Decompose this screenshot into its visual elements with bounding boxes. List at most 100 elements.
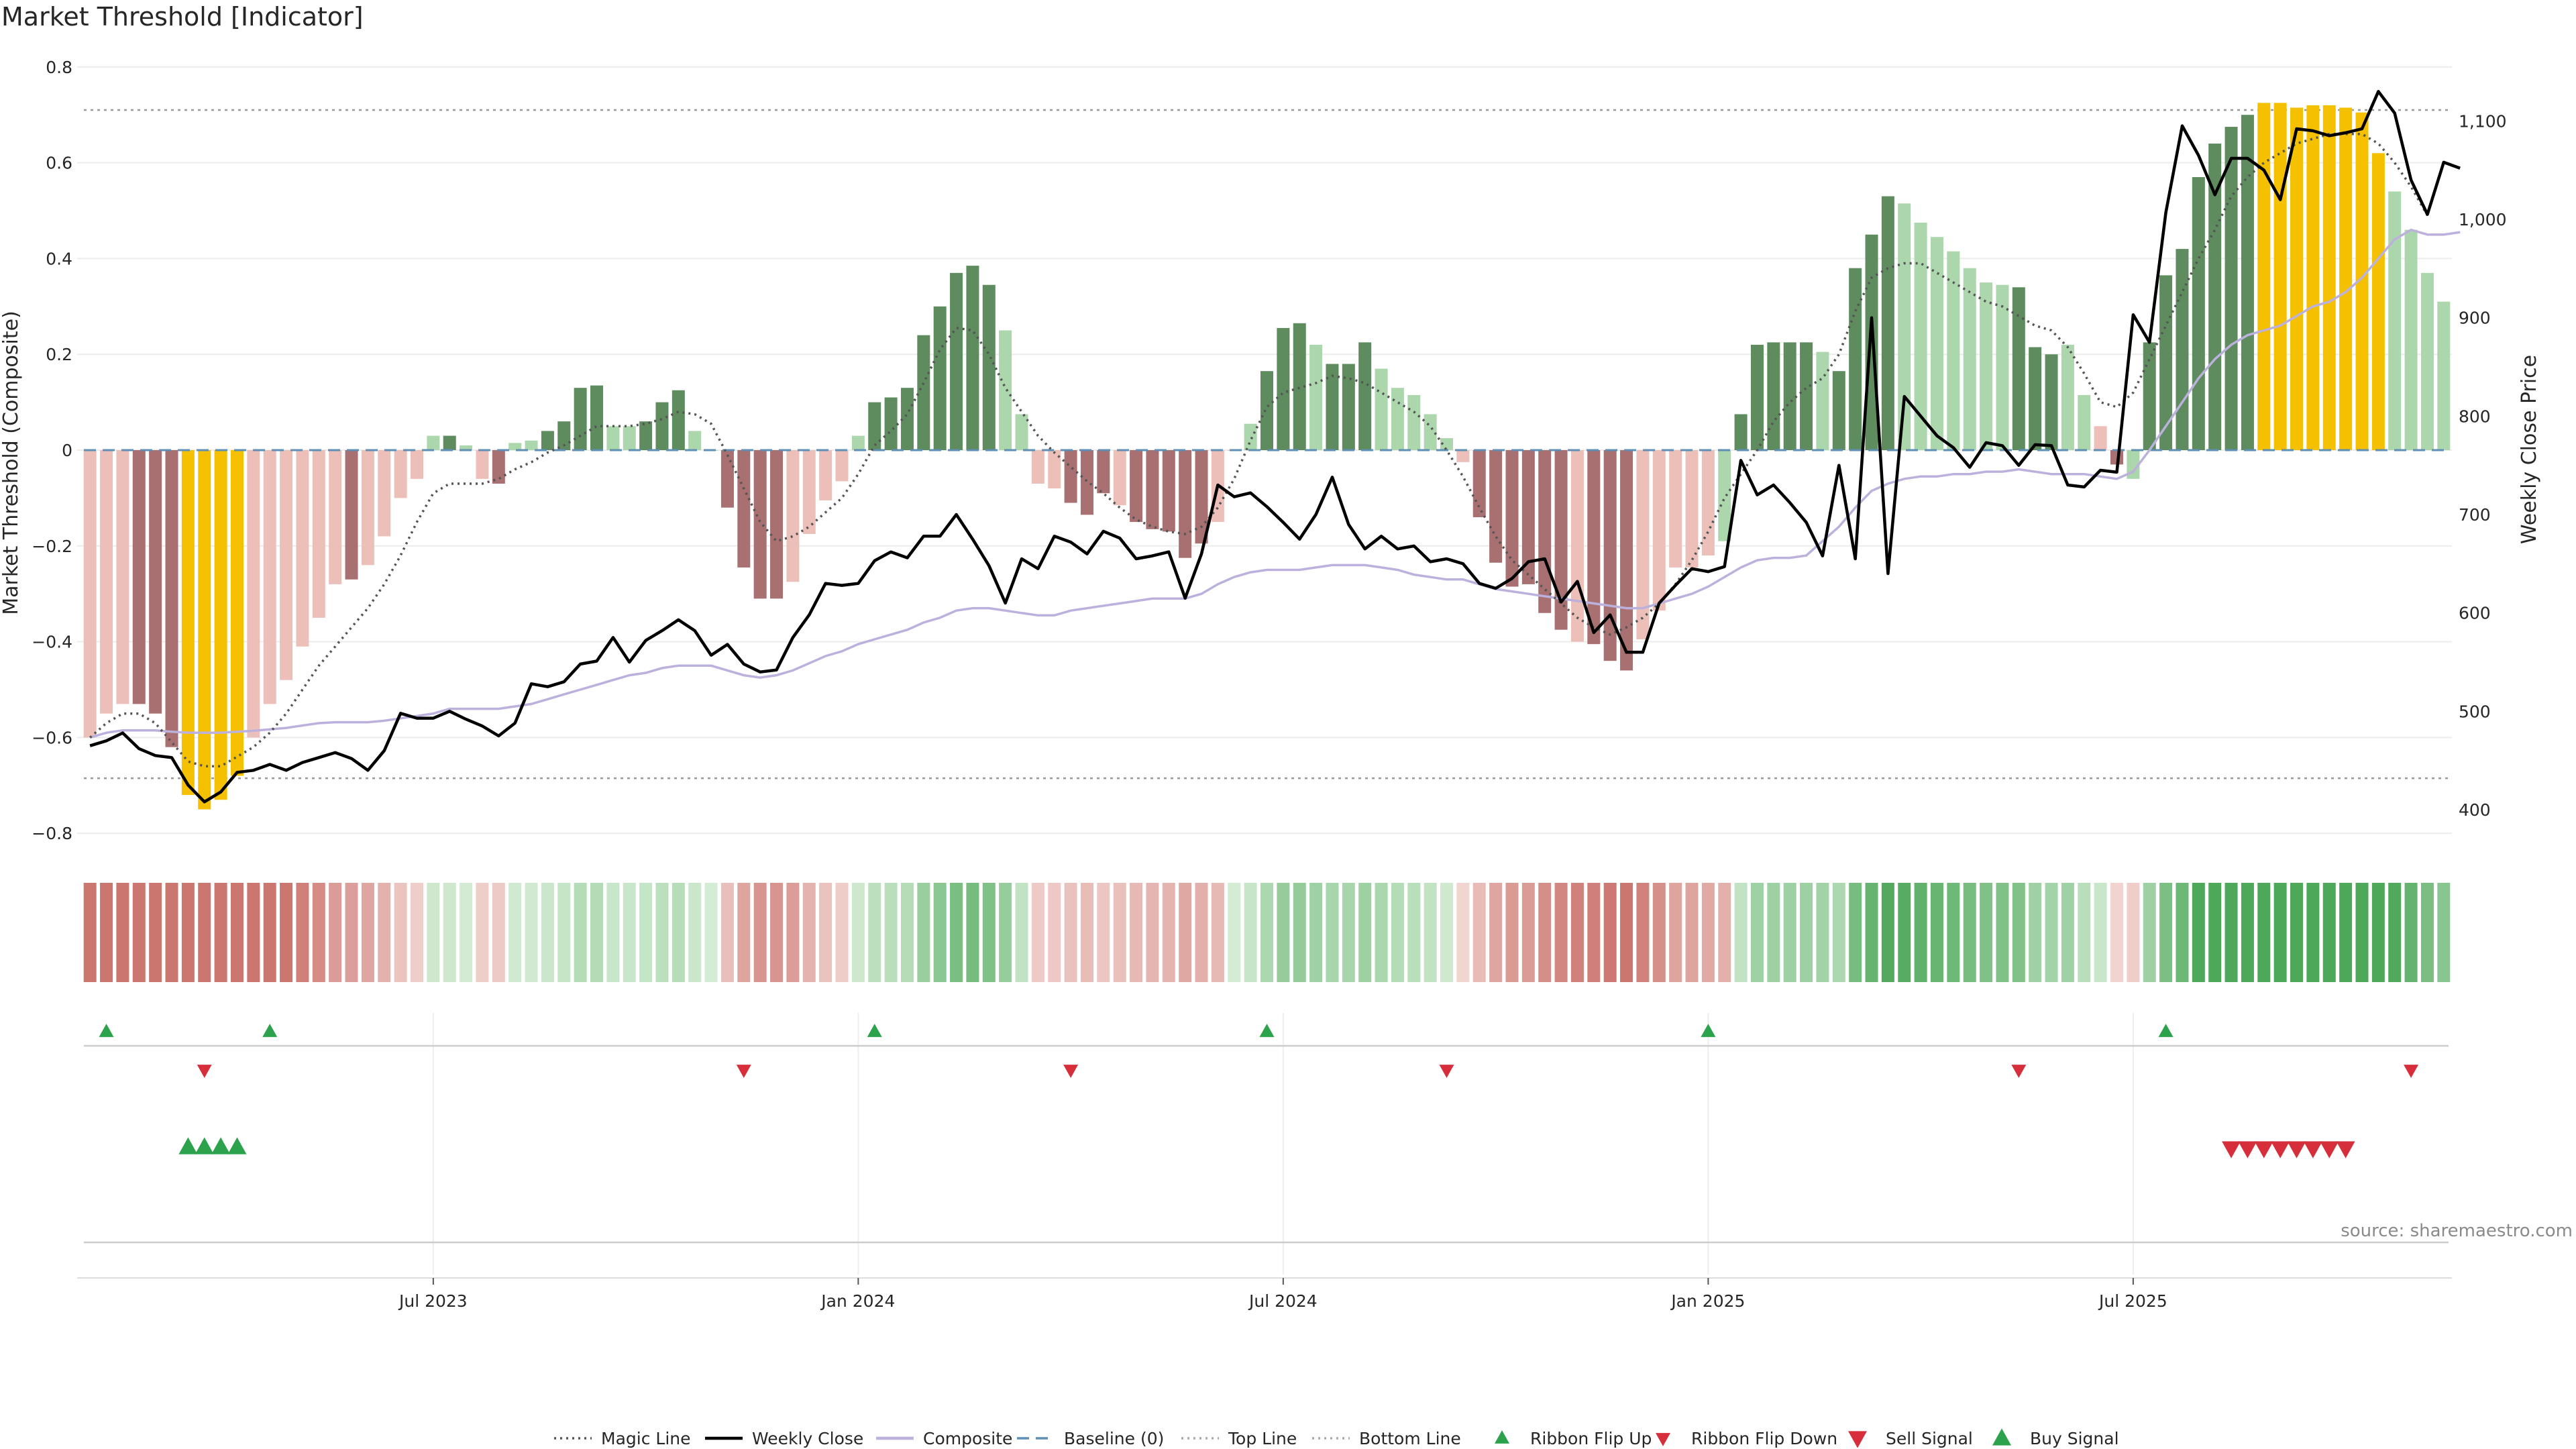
composite-bar (1816, 352, 1829, 450)
legend-label: Composite (923, 1429, 1012, 1448)
legend-item: Ribbon Flip Up (1495, 1429, 1652, 1448)
composite-bar (2061, 344, 2074, 450)
ribbon-cell (835, 883, 849, 982)
ribbon-cell (1620, 883, 1633, 982)
ribbon-cell (2290, 883, 2304, 982)
ribbon-cell (704, 883, 718, 982)
legend-label: Magic Line (601, 1429, 691, 1448)
ribbon-flip-up-marker (2158, 1024, 2174, 1037)
legend-item: Top Line (1181, 1429, 1297, 1448)
y-left-tick-label: 0.4 (46, 249, 72, 268)
composite-bar (541, 431, 554, 450)
composite-bar (1734, 414, 1748, 450)
ribbon-cell (1277, 883, 1290, 982)
composite-bar (1424, 414, 1437, 450)
composite-bar (900, 388, 914, 450)
composite-bar (476, 450, 489, 479)
ribbon-cell (2306, 883, 2320, 982)
composite-bar (1652, 450, 1666, 611)
legend-swatch (1848, 1431, 1867, 1448)
ribbon-cell (1554, 883, 1568, 982)
y-right-tick-label: 1,100 (2459, 111, 2507, 131)
ribbon-flip-up-marker (99, 1024, 114, 1037)
composite-bar (100, 450, 113, 714)
ribbon-cell (1914, 883, 1927, 982)
ribbon-cell (525, 883, 538, 982)
ribbon-cell (1162, 883, 1175, 982)
ribbon-cell (1179, 883, 1192, 982)
ribbon-flip-down-marker (736, 1065, 751, 1078)
ribbon-cell (2192, 883, 2205, 982)
ribbon-cell (1195, 883, 1208, 982)
ribbon-cell (1947, 883, 1960, 982)
ribbon-cell (1244, 883, 1257, 982)
composite-bar (132, 450, 146, 704)
composite-bar (557, 421, 571, 450)
composite-bar (345, 450, 358, 580)
ribbon-cell (312, 883, 325, 982)
legend-item: Ribbon Flip Down (1656, 1429, 1837, 1448)
ribbon-cell (1603, 883, 1617, 982)
ribbon-cell (100, 883, 113, 982)
legend-swatch (1495, 1430, 1509, 1444)
ribbon-cell (247, 883, 260, 982)
composite-bar (655, 402, 669, 450)
composite-bar (2012, 287, 2025, 450)
composite-bar (623, 426, 636, 450)
legend-label: Ribbon Flip Down (1691, 1429, 1837, 1448)
ribbon-cell (329, 883, 342, 982)
ribbon-cell (345, 883, 358, 982)
composite-bar (2143, 342, 2156, 450)
composite-bar (214, 450, 227, 800)
composite-bar (606, 426, 620, 450)
ribbon-cell (1800, 883, 1813, 982)
right-axis-ticks: 1,100 1,000 900 800 700 600 500 400 (2459, 111, 2507, 820)
composite-bar (590, 385, 604, 450)
composite-bar (802, 450, 816, 534)
ribbon-cell (1701, 883, 1715, 982)
composite-bar (1309, 344, 1323, 450)
composite-bar (2094, 426, 2107, 450)
ribbon-cell (2094, 883, 2107, 982)
ribbon-cell (1881, 883, 1894, 982)
composite-bar (1048, 450, 1061, 489)
ribbon-cell (280, 883, 293, 982)
composite-bar (1162, 450, 1175, 532)
ribbon-cell (83, 883, 97, 982)
y-left-tick-label: 0.6 (46, 154, 72, 173)
composite-bar (1179, 450, 1192, 558)
ribbon-cell (1260, 883, 1274, 982)
ribbon-cell (149, 883, 162, 982)
ribbon-cell (378, 883, 391, 982)
ribbon-cell (132, 883, 146, 982)
ribbon-cell (230, 883, 244, 982)
ribbon-cell (492, 883, 505, 982)
composite-bar (1800, 342, 1813, 450)
composite-bar (2404, 229, 2418, 450)
ribbon-cell (950, 883, 963, 982)
ribbon-cell (770, 883, 784, 982)
composite-bar (1718, 450, 1731, 541)
ribbon-cell (2029, 883, 2042, 982)
ribbon-cell (1783, 883, 1796, 982)
ribbon-cell (2176, 883, 2189, 982)
ribbon-cell (2208, 883, 2222, 982)
ribbon-cell (1130, 883, 1143, 982)
left-axis-ticks: 0.8 0.6 0.4 0.2 0 −0.2 −0.4 −0.6 −0.8 (32, 58, 72, 843)
composite-bar (639, 421, 653, 450)
ribbon-flip-up-marker (1259, 1024, 1275, 1037)
composite-bar (1898, 203, 1911, 450)
ribbon-cell (1587, 883, 1601, 982)
composite-bar (1767, 342, 1780, 450)
composite-bar (1440, 438, 1454, 450)
composite-bar (1260, 371, 1274, 450)
y-left-tick-label: 0.8 (46, 58, 72, 77)
ribbon-cell (1358, 883, 1372, 982)
legend-item: Weekly Close (705, 1429, 863, 1448)
composite-bar (2176, 249, 2189, 450)
composite-bar (2078, 394, 2091, 450)
composite-bar (1407, 394, 1421, 450)
ribbon-cell (1097, 883, 1110, 982)
y-right-tick-label: 700 (2459, 505, 2491, 525)
composite-bar (2437, 301, 2451, 450)
